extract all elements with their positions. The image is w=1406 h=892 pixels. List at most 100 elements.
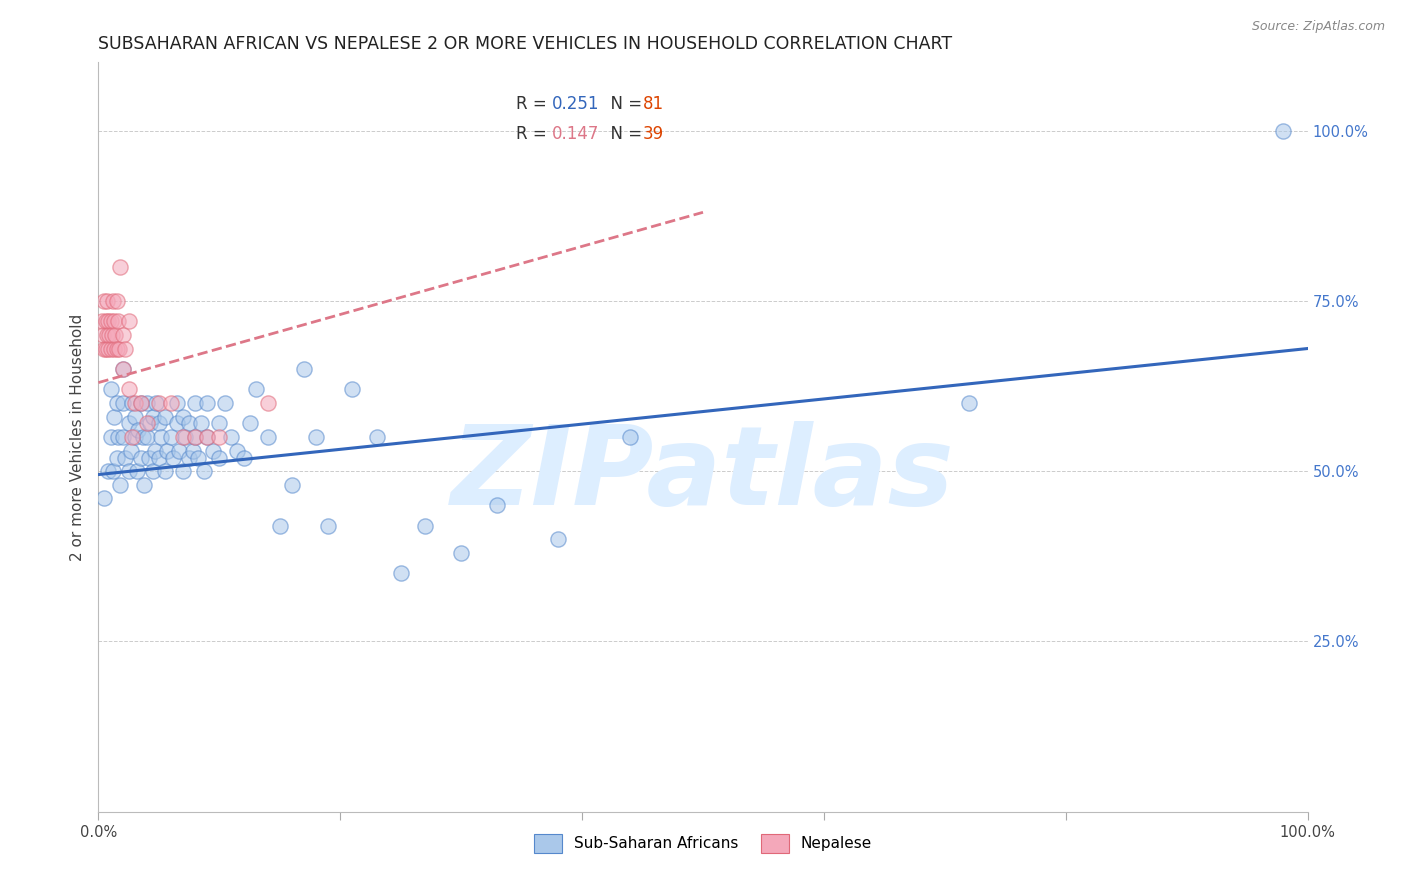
Point: [202, 443, 225, 458]
Point: [256, 396, 278, 410]
Text: 39: 39: [643, 125, 664, 143]
Point: [105, 450, 128, 465]
Point: [181, 443, 204, 458]
Point: [256, 430, 278, 444]
Point: [103, 409, 125, 424]
Point: [96, 327, 118, 342]
Point: [142, 409, 165, 424]
Point: [153, 409, 176, 424]
Point: [195, 430, 218, 444]
Point: [135, 430, 157, 444]
Point: [187, 450, 209, 465]
Point: [103, 314, 125, 328]
Point: [208, 450, 231, 465]
Point: [93, 491, 115, 506]
Point: [100, 383, 122, 397]
Point: [305, 430, 328, 444]
Point: [114, 450, 136, 465]
Point: [111, 327, 134, 342]
Point: [208, 417, 231, 431]
Point: [98, 327, 121, 342]
Point: [195, 430, 218, 444]
Point: [114, 342, 136, 356]
Point: [118, 417, 141, 431]
Point: [100, 327, 122, 342]
Point: [172, 430, 194, 444]
Point: [166, 417, 188, 431]
Point: [160, 396, 183, 410]
Point: [281, 477, 304, 491]
Point: [100, 342, 122, 356]
Point: [232, 450, 254, 465]
Point: [135, 417, 157, 431]
Point: [108, 342, 131, 356]
Point: [195, 396, 218, 410]
Point: [124, 409, 146, 424]
Point: [129, 396, 152, 410]
Point: [208, 430, 231, 444]
Point: [148, 396, 170, 410]
Point: [118, 464, 141, 478]
Point: [100, 314, 122, 328]
Point: [619, 430, 641, 444]
Point: [91, 314, 114, 328]
Point: [156, 443, 179, 458]
Point: [111, 362, 134, 376]
Point: [111, 362, 134, 376]
Point: [342, 383, 364, 397]
Point: [93, 293, 115, 308]
Point: [316, 518, 339, 533]
Point: [129, 450, 152, 465]
Point: [162, 450, 184, 465]
Point: [97, 314, 120, 328]
Point: [145, 396, 167, 410]
Text: SUBSAHARAN AFRICAN VS NEPALESE 2 OR MORE VEHICLES IN HOUSEHOLD CORRELATION CHART: SUBSAHARAN AFRICAN VS NEPALESE 2 OR MORE…: [98, 35, 952, 53]
Point: [239, 417, 262, 431]
Point: [101, 293, 124, 308]
Text: 0.147: 0.147: [551, 125, 599, 143]
Point: [97, 342, 120, 356]
Point: [105, 396, 128, 410]
Point: [1272, 123, 1295, 137]
Point: [184, 430, 207, 444]
Point: [139, 417, 162, 431]
Point: [957, 396, 980, 410]
Point: [292, 362, 315, 376]
Point: [96, 293, 118, 308]
Point: [127, 464, 149, 478]
Point: [93, 342, 115, 356]
Point: [118, 314, 141, 328]
Point: [172, 464, 194, 478]
Point: [366, 430, 388, 444]
Text: R =: R =: [516, 125, 551, 143]
Point: [160, 430, 183, 444]
Legend: Sub-Saharan Africans, Nepalese: Sub-Saharan Africans, Nepalese: [526, 826, 880, 860]
Point: [127, 423, 149, 437]
Point: [184, 430, 207, 444]
Point: [269, 518, 291, 533]
Point: [450, 546, 472, 560]
Point: [118, 383, 141, 397]
Text: 0.251: 0.251: [551, 95, 599, 112]
Point: [94, 314, 117, 328]
Y-axis label: 2 or more Vehicles in Household: 2 or more Vehicles in Household: [70, 313, 86, 561]
Point: [184, 396, 207, 410]
Point: [134, 477, 156, 491]
Text: N =: N =: [600, 125, 648, 143]
Point: [226, 443, 249, 458]
Point: [124, 396, 146, 410]
Point: [108, 260, 131, 274]
Point: [111, 396, 134, 410]
Point: [94, 342, 117, 356]
Point: [97, 464, 120, 478]
Point: [121, 430, 143, 444]
Point: [148, 450, 170, 465]
Point: [111, 430, 134, 444]
Point: [172, 409, 194, 424]
Point: [135, 396, 157, 410]
Point: [486, 498, 509, 512]
Point: [153, 464, 176, 478]
Point: [124, 430, 146, 444]
Text: Source: ZipAtlas.com: Source: ZipAtlas.com: [1251, 20, 1385, 33]
Point: [169, 443, 191, 458]
